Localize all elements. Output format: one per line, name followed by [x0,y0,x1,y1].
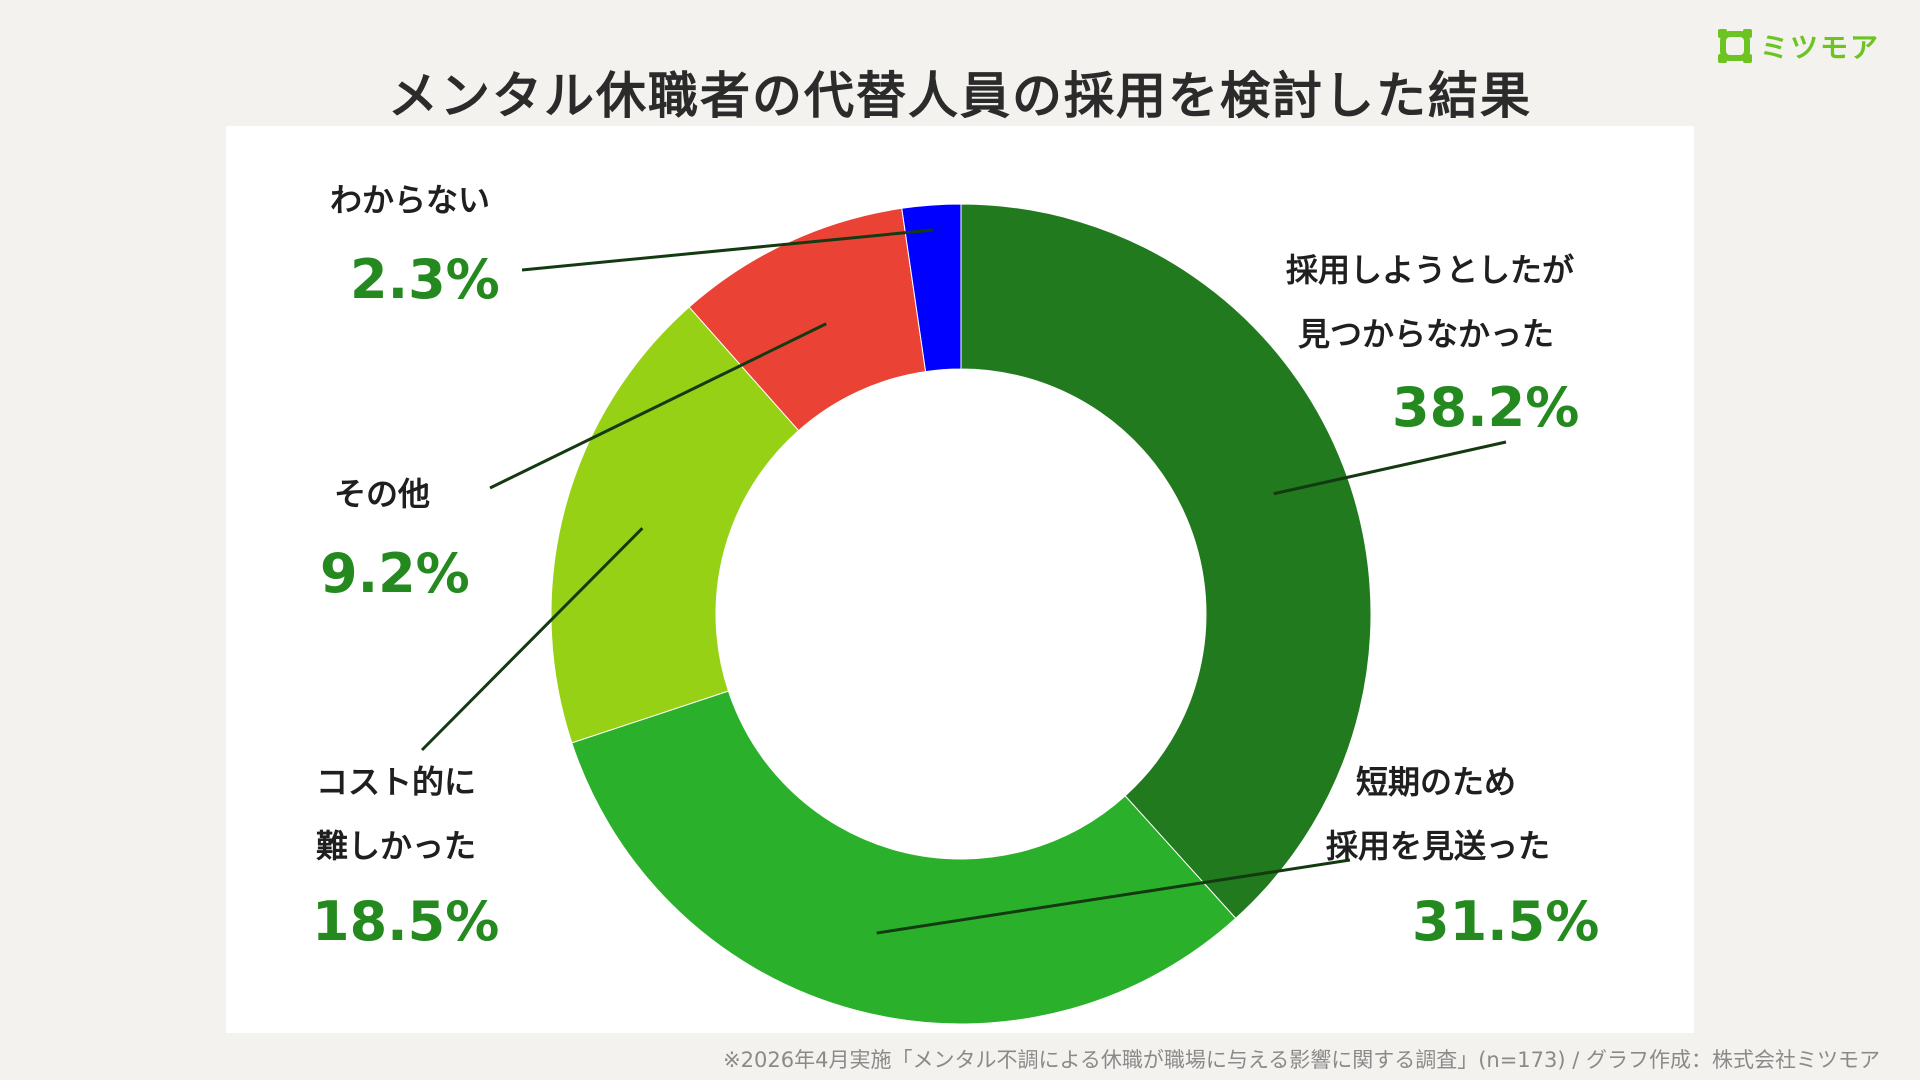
slice-label-cost: コスト的に 難しかった [296,750,496,878]
slice-value-not-found: 38.2% [1392,376,1580,439]
slice-label-line: 採用しようとしたが [1286,251,1575,289]
donut-slice-cost [550,306,800,744]
slice-label-other: その他 [334,475,431,513]
leader-line-short-term [876,858,1351,935]
slice-label-line: 見つからなかった [1297,315,1554,353]
chart-panel: 採用しようとしたが 見つからなかった 38.2% 短期のため 採用を見送った 3… [226,126,1694,1033]
slice-label-unknown: わからない [330,181,491,219]
leader-line-cost [420,527,644,752]
slice-value-cost: 18.5% [312,890,500,953]
slice-label-line: 難しかった [315,827,476,865]
leader-line-other [489,322,827,490]
brand-logo-icon [1718,29,1752,63]
donut-slice-not-found [960,203,1372,920]
slice-value-unknown: 2.3% [350,248,500,311]
leader-line-unknown [521,228,934,272]
brand-name: ミツモア [1760,31,1881,64]
slice-label-line: 採用を見送った [1326,827,1551,865]
slice-label-line: 短期のため [1355,763,1516,801]
slice-label-short-term: 短期のため 採用を見送った [1326,750,1551,878]
chart-title: メンタル休職者の代替人員の採用を検討した結果 [388,67,1532,125]
slice-value-other: 9.2% [320,542,470,605]
leader-line-not-found [1273,440,1507,496]
brand-logo: ミツモア [1718,26,1880,66]
donut-chart [420,203,1507,1025]
donut-slice-unknown [901,203,962,373]
source-note: ※2026年4月実施「メンタル不調による休職が職場に与える影響に関する調査」(n… [723,1048,1880,1072]
slice-label-line: コスト的に [315,763,476,801]
slice-value-short-term: 31.5% [1412,890,1600,953]
donut-slice-short-term [571,690,1237,1025]
slice-label-not-found: 採用しようとしたが 見つからなかった [1286,238,1575,366]
